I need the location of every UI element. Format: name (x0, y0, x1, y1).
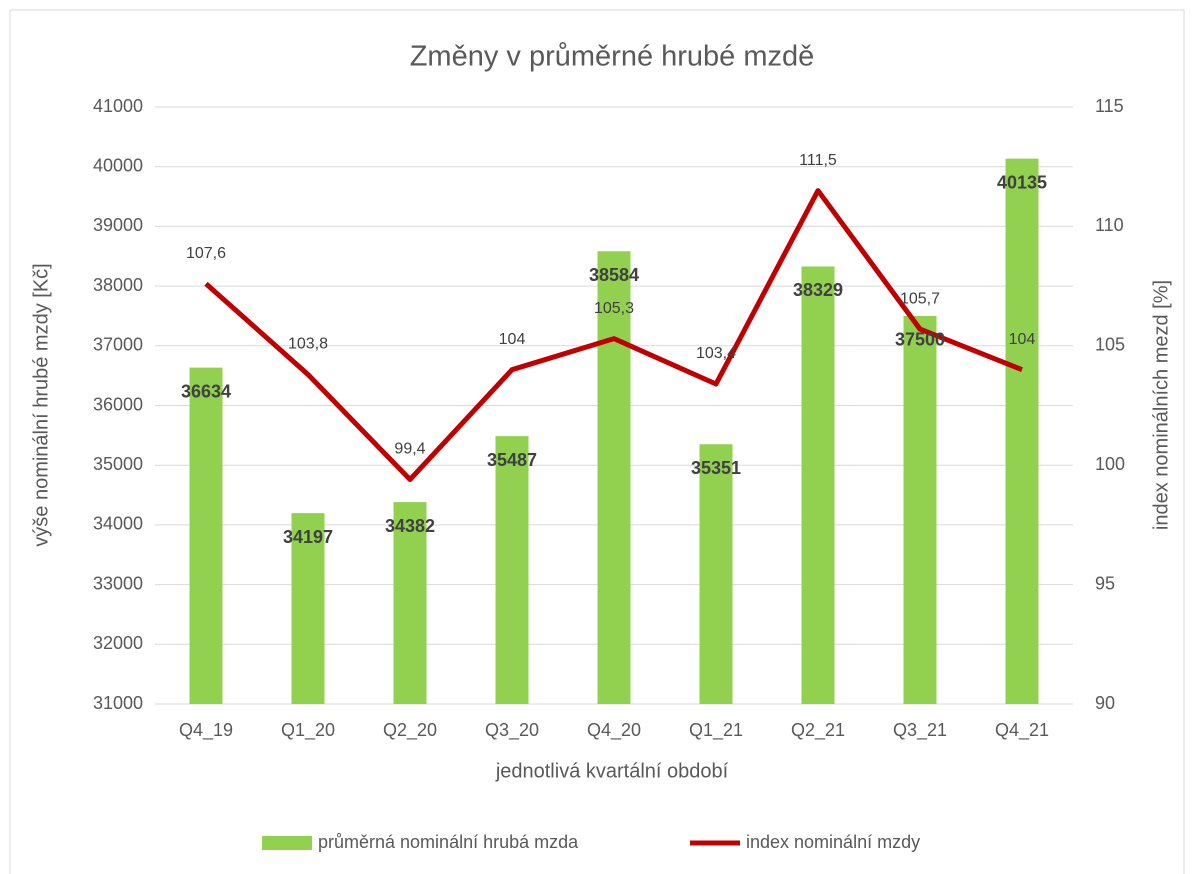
y2-tick-label: 100 (1095, 454, 1125, 474)
line-value-label: 104 (1009, 331, 1036, 348)
y-tick-label: 41000 (93, 96, 143, 116)
y-axis-title: výše nominální hrubé mzdy [Kč] (30, 263, 52, 546)
line-value-label: 111,5 (799, 152, 837, 169)
bar-value-label: 40135 (997, 172, 1047, 192)
x-tick-label: Q4_21 (995, 720, 1049, 741)
line-value-label: 104 (499, 331, 526, 348)
x-tick-label: Q2_20 (383, 720, 437, 741)
x-tick-label: Q3_21 (893, 720, 947, 741)
bar (1005, 158, 1039, 704)
y-tick-label: 37000 (93, 335, 143, 355)
line-value-label: 107,6 (186, 245, 226, 262)
line-value-label: 103,4 (696, 345, 736, 362)
bar (495, 436, 529, 704)
x-tick-label: Q3_20 (485, 720, 539, 741)
bar (189, 367, 223, 704)
legend-label: průměrná nominální hrubá mzda (318, 832, 579, 852)
chart-title: Změny v průměrné hrubé mzdě (410, 41, 815, 73)
bar-value-label: 38329 (793, 280, 843, 300)
y-tick-label: 39000 (93, 215, 143, 235)
x-axis-title: jednotlivá kvartální období (495, 760, 729, 782)
line-value-label: 105,7 (900, 290, 940, 307)
y2-axis-title: index nominálních mezd [%] (1150, 280, 1172, 530)
bar-value-label: 37500 (895, 330, 945, 350)
y-tick-label: 36000 (93, 394, 143, 414)
bar (801, 266, 835, 704)
x-tick-label: Q1_21 (689, 720, 743, 741)
y-tick-label: 31000 (93, 693, 143, 713)
bar-value-label: 34197 (283, 527, 333, 547)
bar (291, 513, 325, 704)
line-value-label: 103,8 (288, 336, 328, 353)
x-tick-label: Q1_20 (281, 720, 335, 741)
bar-value-label: 35351 (691, 458, 741, 478)
y2-tick-label: 105 (1095, 335, 1125, 355)
y2-tick-label: 115 (1095, 96, 1124, 116)
y-tick-label: 38000 (93, 275, 143, 295)
y-tick-label: 33000 (93, 573, 143, 593)
y2-tick-label: 90 (1095, 693, 1115, 713)
y-tick-label: 32000 (93, 633, 143, 653)
bar-value-label: 35487 (487, 450, 537, 470)
y-tick-label: 35000 (93, 454, 143, 474)
x-tick-label: Q2_21 (791, 720, 845, 741)
bar (393, 502, 427, 704)
x-tick-label: Q4_20 (587, 720, 641, 741)
bar (597, 251, 631, 704)
bar-value-label: 36634 (181, 381, 231, 401)
y-tick-label: 34000 (93, 514, 143, 534)
bar (699, 444, 733, 704)
legend-label: index nominální mzdy (746, 832, 920, 852)
bar-value-label: 38584 (589, 265, 639, 285)
y2-tick-label: 95 (1095, 573, 1115, 593)
line-value-label: 105,3 (594, 300, 634, 317)
y-tick-label: 40000 (93, 155, 143, 175)
y2-tick-label: 110 (1095, 215, 1124, 235)
line (204, 188, 1023, 483)
line-value-label: 99,4 (394, 441, 425, 458)
bar (903, 315, 937, 704)
legend-swatch (262, 836, 312, 850)
bar-value-label: 34382 (385, 516, 435, 536)
x-tick-label: Q4_19 (179, 720, 233, 741)
